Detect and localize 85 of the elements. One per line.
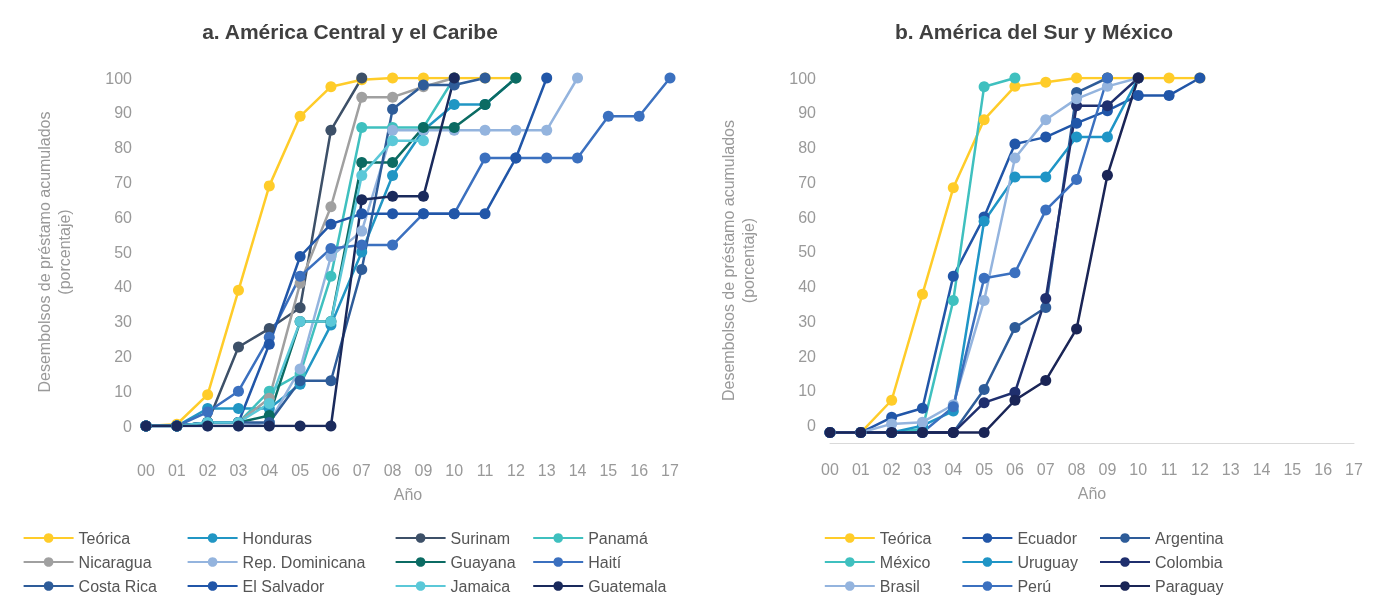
x-tick-label: 09: [414, 461, 433, 479]
legend-label: Uruguay: [1017, 553, 1078, 571]
legend-label: Guatemala: [588, 577, 667, 595]
y-tick-label: 30: [114, 313, 133, 331]
y-tick-label: 40: [114, 278, 133, 296]
legend-label: Nicaragua: [78, 553, 152, 571]
x-tick-label: 12: [506, 461, 525, 479]
y-tick-label: 60: [798, 208, 817, 226]
x-tick-label: 14: [1252, 460, 1271, 478]
y-tick-label: 20: [114, 347, 133, 365]
legend-label: Rep. Dominicana: [242, 553, 366, 571]
x-tick-label: 11: [1160, 460, 1178, 478]
y-tick-label: 30: [798, 312, 817, 330]
y-axis-title: Desembolsos de préstamo acumulados (porcentaje): [719, 119, 757, 402]
chart-title: b. América del Sur y México: [894, 20, 1174, 43]
y-tick-label: 100: [789, 69, 817, 87]
y-tick-label: 20: [798, 347, 817, 365]
y-tick-label: 50: [798, 243, 817, 261]
y-tick-label: 50: [114, 243, 133, 261]
x-tick-label: 17: [1345, 460, 1363, 478]
x-tick-label: 13: [1221, 460, 1240, 478]
x-tick-label: 10: [445, 461, 464, 479]
x-tick-label: 17: [661, 461, 679, 479]
legend-label: Surinam: [450, 529, 511, 547]
legend-label: Costa Rica: [78, 577, 157, 595]
legend-label: Haití: [588, 553, 622, 571]
legend-label: México: [879, 553, 931, 571]
legend-label: Argentina: [1155, 529, 1224, 547]
y-tick-label: 80: [798, 139, 817, 157]
legend-label: Paraguay: [1155, 577, 1224, 595]
legend-label: Perú: [1017, 577, 1052, 595]
x-tick-label: 11: [476, 461, 494, 479]
x-tick-label: 16: [630, 461, 649, 479]
x-tick-label: 06: [322, 461, 340, 479]
legend-label: Honduras: [242, 529, 312, 547]
legend-label: Ecuador: [1017, 529, 1078, 547]
x-tick-label: 06: [1006, 460, 1024, 478]
y-tick-label: 60: [114, 208, 133, 226]
y-tick-label: 0: [807, 417, 817, 435]
x-tick-label: 13: [537, 461, 556, 479]
y-tick-label: 0: [123, 417, 133, 435]
y-tick-label: 70: [798, 173, 817, 191]
y-axis-title: Desembolsos de préstamo acumulados (porcentaje): [35, 111, 73, 393]
x-tick-label: 07: [352, 461, 371, 479]
y-tick-label: 10: [798, 382, 817, 400]
x-tick-label: 00: [821, 460, 839, 478]
x-tick-label: 02: [882, 460, 901, 478]
legend-label: Teórica: [78, 529, 131, 547]
x-tick-label: 01: [851, 460, 870, 478]
legend-label: Jamaica: [450, 577, 511, 595]
x-axis-title: Año: [393, 485, 423, 503]
x-tick-label: 10: [1129, 460, 1148, 478]
x-tick-label: 04: [944, 460, 963, 478]
y-tick-label: 70: [114, 173, 133, 191]
x-tick-label: 05: [291, 461, 310, 479]
x-tick-label: 01: [167, 461, 186, 479]
legend-label: El Salvador: [242, 577, 326, 595]
y-tick-label: 90: [114, 104, 133, 122]
x-tick-label: 05: [975, 460, 994, 478]
x-tick-label: 12: [1190, 460, 1209, 478]
legend-label: Colombia: [1155, 553, 1223, 571]
legend-label: Panamá: [588, 529, 648, 547]
x-tick-label: 16: [1314, 460, 1333, 478]
y-tick-label: 10: [114, 382, 133, 400]
chart-title: a. América Central y el Caribe: [202, 20, 498, 43]
x-tick-label: 03: [913, 460, 932, 478]
x-tick-label: 14: [568, 461, 587, 479]
x-tick-label: 07: [1036, 460, 1055, 478]
y-tick-label: 80: [114, 139, 133, 157]
x-tick-label: 04: [260, 461, 279, 479]
x-axis-title: Año: [1077, 484, 1107, 502]
x-tick-label: 08: [383, 461, 402, 479]
y-tick-label: 90: [798, 104, 817, 122]
x-tick-label: 03: [229, 461, 248, 479]
x-tick-label: 09: [1098, 460, 1117, 478]
legend-label: Guayana: [450, 553, 516, 571]
x-tick-label: 08: [1067, 460, 1086, 478]
x-tick-label: 00: [137, 461, 155, 479]
x-tick-label: 15: [1283, 460, 1302, 478]
x-tick-label: 15: [599, 461, 618, 479]
legend-label: Teórica: [879, 529, 932, 547]
y-tick-label: 100: [105, 69, 133, 87]
legend-label: Brasil: [879, 577, 920, 595]
x-tick-label: 02: [198, 461, 217, 479]
y-tick-label: 40: [798, 278, 817, 296]
